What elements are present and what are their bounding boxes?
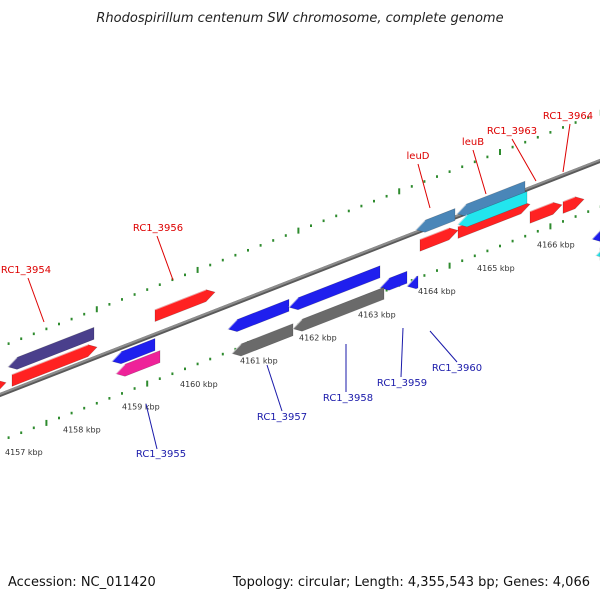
gene-arrow xyxy=(562,196,585,214)
gene-arrow xyxy=(595,247,600,261)
gene-label: RC1_3957 xyxy=(257,412,307,423)
gene-arrow xyxy=(456,180,526,217)
gene-arrow xyxy=(591,229,600,243)
gene-arrow xyxy=(0,380,7,390)
genome-summary-label: Topology: circular; Length: 4,355,543 bp… xyxy=(232,575,590,590)
gene-arrow xyxy=(231,323,294,357)
gene-label: RC1_3964 xyxy=(543,111,593,122)
scale-label: 4166 kbp xyxy=(537,241,575,250)
gene-arrow xyxy=(529,201,563,224)
genome-track: 4157 kbp 4158 kbp 4159 kbp 4160 kbp 4161 kbp… xyxy=(0,109,600,460)
label-leader xyxy=(472,149,487,195)
label-leader xyxy=(562,123,571,173)
gene-arrow xyxy=(406,275,419,290)
gene-label: leuD xyxy=(407,151,430,162)
gene-arrow xyxy=(419,227,459,252)
upper-tick-row xyxy=(7,109,600,345)
gene-arrow xyxy=(415,208,456,233)
gene-arrow xyxy=(457,191,528,228)
label-leader xyxy=(400,327,404,378)
label-leader xyxy=(266,364,283,412)
gene-arrow xyxy=(379,270,408,291)
gene-arrow xyxy=(292,286,385,332)
gene-arrow xyxy=(111,338,156,365)
scale-label: 4160 kbp xyxy=(180,380,218,389)
gene-arrow xyxy=(7,326,95,370)
scale-label: 4158 kbp xyxy=(63,425,101,434)
gene-label: RC1_3954 xyxy=(1,265,51,276)
map-title: Rhodospirillum centenum SW chromosome, c… xyxy=(96,11,503,26)
gene-arrow xyxy=(154,288,216,322)
gene-arrow xyxy=(11,343,98,387)
scale-label: 4157 kbp xyxy=(5,448,43,457)
gene-label: RC1_3963 xyxy=(487,126,537,137)
gene-label: RC1_3956 xyxy=(133,223,183,234)
scale-label: 4165 kbp xyxy=(477,264,515,273)
label-leader xyxy=(27,277,45,323)
label-leader xyxy=(429,330,458,363)
gene-label: RC1_3958 xyxy=(323,393,373,404)
scale-label: 4162 kbp xyxy=(299,333,337,342)
scale-label: 4164 kbp xyxy=(418,287,456,296)
gene-arrow xyxy=(115,350,161,377)
gene-arrow xyxy=(288,265,381,311)
gene-label: leuB xyxy=(462,137,484,148)
accession-label: Accession: NC_011420 xyxy=(8,575,156,590)
scale-label: 4159 kbp xyxy=(122,402,160,411)
gene-arrow xyxy=(227,298,290,332)
label-leader xyxy=(417,163,431,209)
scale-label: 4161 kbp xyxy=(240,356,278,365)
label-leader xyxy=(145,403,158,450)
gene-label: RC1_3960 xyxy=(432,363,482,374)
gene-label: RC1_3959 xyxy=(377,378,427,389)
gene-label: RC1_3955 xyxy=(136,449,186,460)
scale-label: 4163 kbp xyxy=(358,310,396,319)
label-leader xyxy=(511,138,537,182)
label-leader xyxy=(156,235,174,281)
